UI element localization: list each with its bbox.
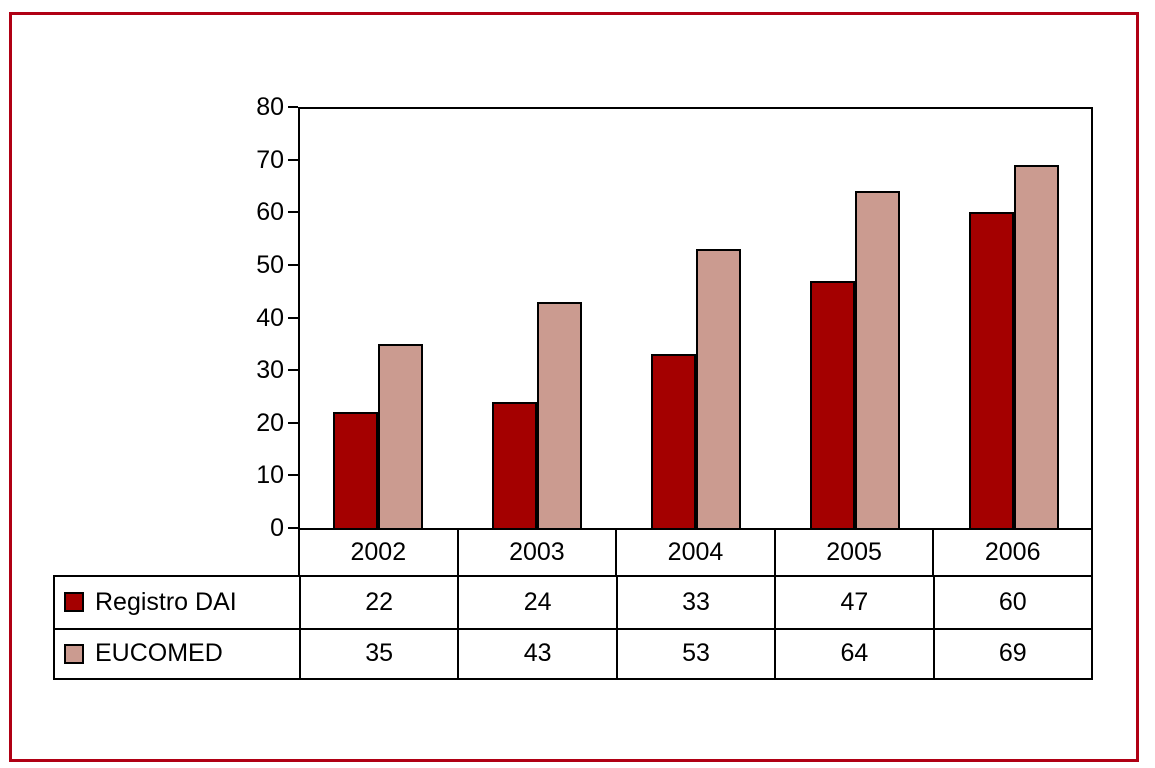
legend-cell: EUCOMED — [55, 627, 299, 679]
value-cell: 35 — [299, 627, 458, 678]
category-label-2005: 2005 — [773, 530, 933, 575]
value-cell: 64 — [774, 627, 933, 678]
value-cell: 33 — [615, 577, 774, 628]
bar-eucomed-2003 — [536, 302, 582, 528]
series-name: Registro DAI — [95, 587, 237, 616]
value-cell: 69 — [932, 627, 1091, 678]
value-cell: 24 — [457, 577, 615, 628]
bar-eucomed-2006 — [1013, 165, 1059, 528]
category-label-2002: 2002 — [350, 538, 407, 566]
bar-eucomed-2002 — [377, 344, 423, 528]
category-label-2003: 2003 — [456, 530, 616, 575]
bar-eucomed-2004 — [695, 249, 741, 528]
legend-swatch-icon — [64, 592, 84, 613]
bar-registro-dai-2002 — [332, 412, 378, 528]
x-axis-category-row: 2002 2003 2004 2005 2006 — [298, 528, 1093, 575]
series-name: EUCOMED — [95, 639, 223, 668]
value-cell: 47 — [774, 577, 932, 628]
legend-cell: Registro DAI — [55, 577, 299, 628]
category-label-2006: 2006 — [932, 530, 1091, 575]
bar-registro-dai-2003 — [491, 402, 537, 528]
value-cell: 22 — [299, 577, 457, 628]
data-table: Registro DAI 22 24 33 47 60 EUCOMED 35 43 53 64 69 — [53, 575, 1093, 680]
category-label-2004: 2004 — [615, 530, 774, 575]
bar-eucomed-2005 — [854, 191, 900, 528]
plot-area — [298, 107, 1093, 528]
value-cell: 60 — [932, 577, 1091, 628]
bar-registro-dai-2006 — [968, 212, 1014, 528]
value-cell: 43 — [457, 627, 616, 678]
value-cell: 53 — [615, 627, 775, 678]
legend-swatch-icon — [64, 643, 84, 664]
bar-registro-dai-2004 — [650, 354, 696, 528]
bar-registro-dai-2005 — [809, 281, 855, 528]
